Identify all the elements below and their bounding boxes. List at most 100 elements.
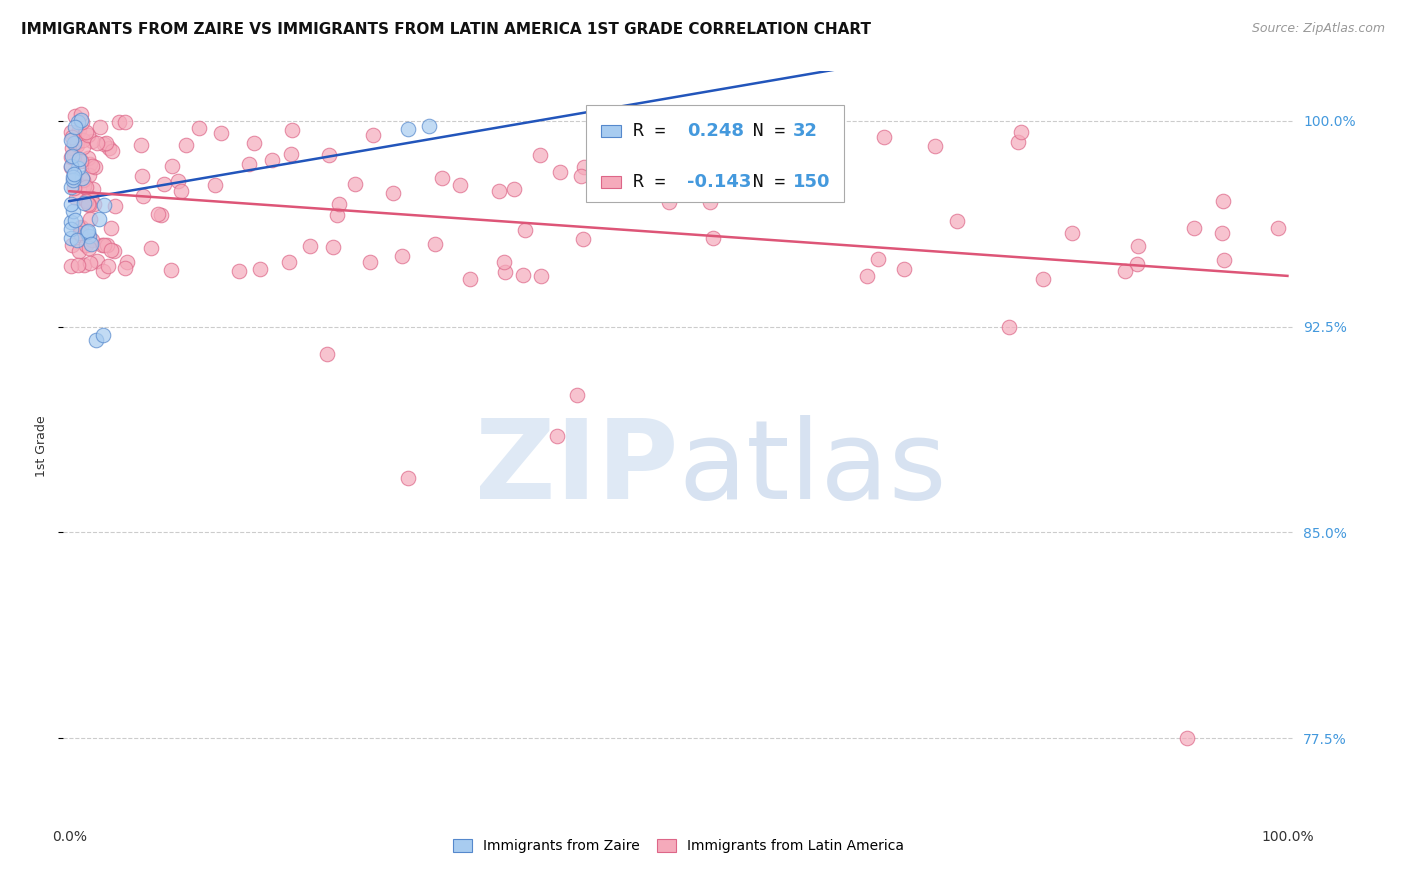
Text: 32: 32 [793,122,818,140]
Point [658,194,681,209]
Point [93,137,115,152]
Point [396,122,419,136]
Point [67,161,90,175]
Point [363,128,385,142]
Point [169,184,191,198]
Text: N =: N = [731,173,797,191]
Point [59,215,82,229]
Text: R =: R = [633,173,676,191]
Point [1010,125,1032,139]
Point [93,327,115,342]
Point [60,159,83,173]
Point [59,160,82,174]
Point [89,120,111,134]
Point [946,214,969,228]
Point [69,220,91,235]
Point [76,229,98,244]
Point [131,189,153,203]
Point [1032,271,1054,285]
Point [80,159,103,173]
Point [76,151,98,165]
Point [65,233,87,247]
Point [114,260,136,275]
Point [62,170,84,185]
Point [1212,194,1234,208]
Point [70,170,93,185]
Point [924,139,946,153]
Point [69,227,91,242]
Point [381,186,404,200]
Point [104,199,127,213]
Point [62,167,84,181]
Point [77,128,100,143]
Point [689,154,711,169]
Point [75,180,97,194]
Point [298,239,321,253]
Point [83,196,105,211]
Point [60,180,83,194]
Point [70,112,93,127]
Text: IMMIGRANTS FROM ZAIRE VS IMMIGRANTS FROM LATIN AMERICA 1ST GRADE CORRELATION CHA: IMMIGRANTS FROM ZAIRE VS IMMIGRANTS FROM… [21,22,872,37]
Point [494,265,516,279]
Point [62,173,84,187]
Point [1267,221,1289,235]
Point [59,133,82,147]
Point [494,255,516,269]
Point [62,203,84,218]
Point [166,174,188,188]
Point [100,144,122,158]
Text: N =: N = [731,122,797,140]
Point [73,258,96,272]
Point [1126,239,1149,253]
Point [60,221,83,235]
Point [160,263,183,277]
Point [425,237,447,252]
Point [249,261,271,276]
Point [391,248,413,262]
FancyBboxPatch shape [600,176,620,188]
Text: Source: ZipAtlas.com: Source: ZipAtlas.com [1251,22,1385,36]
Point [108,115,131,129]
Point [174,137,197,152]
Point [488,184,510,198]
Point [856,268,879,283]
Point [512,268,534,283]
Text: 0.248: 0.248 [688,122,744,140]
Point [80,134,103,148]
Text: -0.143: -0.143 [688,173,751,191]
Point [91,237,114,252]
Point [76,223,98,237]
Point [418,120,440,134]
Point [66,258,89,272]
FancyBboxPatch shape [600,126,620,137]
Point [93,238,115,252]
Point [1126,257,1149,271]
Point [65,110,87,124]
Point [1114,263,1136,277]
Point [79,256,101,270]
Point [998,319,1021,334]
Point [97,141,120,155]
Y-axis label: 1st Grade: 1st Grade [35,415,48,477]
Point [396,470,419,484]
Point [1007,135,1029,149]
Point [529,148,551,162]
Point [59,197,82,211]
Point [100,221,122,235]
Point [84,160,107,174]
Point [131,169,153,184]
Point [1060,226,1083,240]
Text: atlas: atlas [678,415,946,522]
Point [79,211,101,226]
Point [204,178,226,193]
Point [548,165,571,179]
Point [893,261,915,276]
Point [96,238,118,252]
Point [728,176,751,190]
Point [94,136,117,150]
Text: 150: 150 [793,173,831,191]
Point [567,388,589,402]
Point [513,222,536,236]
Point [60,238,83,252]
Point [322,240,344,254]
